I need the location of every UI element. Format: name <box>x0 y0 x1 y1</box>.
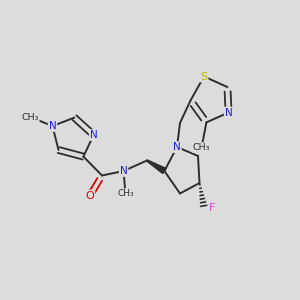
Text: CH₃: CH₃ <box>21 112 39 122</box>
Text: N: N <box>49 121 56 131</box>
Text: CH₃: CH₃ <box>193 143 210 152</box>
Text: N: N <box>225 107 232 118</box>
Polygon shape <box>147 160 166 174</box>
Text: N: N <box>120 166 128 176</box>
Text: S: S <box>200 71 208 82</box>
Text: N: N <box>90 130 98 140</box>
Text: CH₃: CH₃ <box>117 189 134 198</box>
Text: N: N <box>173 142 181 152</box>
Text: F: F <box>209 202 216 213</box>
Text: O: O <box>85 190 94 201</box>
